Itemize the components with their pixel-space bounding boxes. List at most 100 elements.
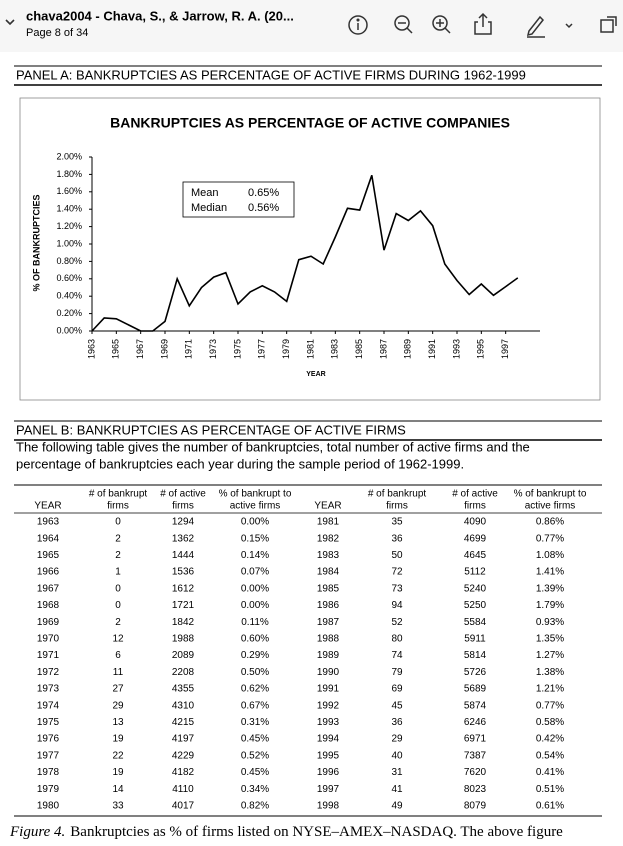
table-header: firms [107, 501, 129, 512]
table-cell: 5689 [464, 684, 487, 695]
window-button[interactable] [600, 16, 617, 33]
x-tick-label: 1983 [330, 339, 340, 359]
panel-b-description: The following table gives the number of … [16, 439, 530, 454]
table-cell: 1.41% [536, 567, 564, 578]
table-cell: 0.34% [241, 784, 269, 795]
table-cell: 1.39% [536, 583, 564, 594]
table-cell: 14 [112, 784, 124, 795]
table-cell: 1990 [317, 667, 340, 678]
table-cell: 1.08% [536, 550, 564, 561]
panel-a-title: PANEL A: BANKRUPTCIES AS PERCENTAGE OF A… [16, 67, 526, 82]
table-cell: 8023 [464, 784, 487, 795]
table-cell: 1842 [172, 617, 195, 628]
info-button[interactable] [348, 15, 368, 35]
zoom-out-button[interactable] [394, 15, 413, 34]
table-cell: 0.45% [241, 734, 269, 745]
table-cell: 1989 [317, 650, 340, 661]
table-header: # of bankrupt [368, 489, 427, 500]
mean-label: Mean [191, 187, 219, 199]
table-cell: 72 [391, 567, 403, 578]
table-cell: 2208 [172, 667, 195, 678]
y-tick-label: 1.00% [56, 238, 82, 248]
x-tick-label: 1981 [305, 339, 315, 359]
table-cell: 1965 [37, 550, 60, 561]
table-cell: 0 [115, 517, 121, 528]
table-cell: 6246 [464, 717, 487, 728]
table-cell: 5584 [464, 617, 487, 628]
table-cell: 5240 [464, 583, 487, 594]
panel-b-description: percentage of bankruptcies each year dur… [16, 456, 464, 471]
y-tick-label: 0.80% [56, 256, 82, 266]
table-cell: 49 [391, 801, 403, 812]
table-header: firms [386, 501, 408, 512]
table-cell: 31 [391, 767, 403, 778]
table-cell: 1362 [172, 533, 195, 544]
table-cell: 2 [115, 617, 121, 628]
table-cell: 5250 [464, 600, 487, 611]
y-tick-label: 0.40% [56, 291, 82, 301]
table-cell: 1971 [37, 650, 60, 661]
table-cell: 4110 [172, 784, 194, 795]
table-header: firms [172, 501, 194, 512]
table-cell: 1964 [37, 533, 60, 544]
table-cell: 1444 [172, 550, 195, 561]
table-cell: 1967 [37, 583, 60, 594]
table-cell: 6 [115, 650, 121, 661]
table-cell: 0 [115, 583, 121, 594]
table-cell: 4310 [172, 700, 195, 711]
table-cell: 7387 [464, 750, 487, 761]
chart-title: BANKRUPTCIES AS PERCENTAGE OF ACTIVE COM… [110, 115, 510, 131]
table-cell: 5814 [464, 650, 487, 661]
y-tick-label: 1.80% [56, 169, 82, 179]
table-cell: 1612 [172, 583, 195, 594]
table-header: # of active [160, 489, 206, 500]
caption-text: Bankruptcies as % of firms listed on NYS… [70, 824, 563, 840]
table-cell: 1966 [37, 567, 60, 578]
x-tick-label: 1997 [500, 339, 510, 359]
table-cell: 1536 [172, 567, 195, 578]
table-cell: 1294 [172, 517, 195, 528]
table-header: active firms [230, 501, 281, 512]
table-cell: 4090 [464, 517, 487, 528]
table-header: % of bankrupt to [219, 489, 292, 500]
table-cell: 0.86% [536, 517, 564, 528]
share-button[interactable] [474, 12, 492, 35]
markup-menu[interactable] [565, 23, 573, 29]
table-cell: 0.11% [241, 617, 269, 628]
table-cell: 1970 [37, 634, 60, 645]
median-label: Median [191, 202, 227, 214]
table-cell: 1982 [317, 533, 340, 544]
table-cell: 40 [391, 750, 403, 761]
table-cell: 19 [112, 734, 124, 745]
table-header: % of bankrupt to [514, 489, 587, 500]
table-cell: 73 [391, 583, 403, 594]
table-cell: 4215 [172, 717, 195, 728]
table-cell: 33 [112, 801, 124, 812]
x-tick-label: 1971 [184, 339, 194, 359]
table-cell: 12 [112, 634, 124, 645]
y-tick-label: 1.20% [56, 221, 82, 231]
table-cell: 0.61% [536, 801, 564, 812]
sidebar-toggle[interactable] [5, 19, 15, 26]
table-cell: 5112 [464, 567, 486, 578]
table-cell: 4197 [172, 734, 195, 745]
table-cell: 2089 [172, 650, 195, 661]
table-cell: 4355 [172, 684, 195, 695]
table-cell: 1.79% [536, 600, 564, 611]
table-cell: 36 [391, 533, 403, 544]
zoom-in-button[interactable] [432, 15, 451, 34]
table-header: firms [464, 501, 486, 512]
table-cell: 74 [391, 650, 403, 661]
table-cell: 1.27% [536, 650, 564, 661]
median-value: 0.56% [248, 202, 279, 214]
table-cell: 1980 [37, 801, 60, 812]
x-axis-label: YEAR [306, 371, 325, 378]
table-cell: 0.14% [241, 550, 269, 561]
table-cell: 1997 [317, 784, 340, 795]
table-cell: 1984 [317, 567, 340, 578]
table-cell: 0.07% [241, 567, 269, 578]
table-cell: 1986 [317, 600, 340, 611]
markup-button[interactable] [526, 15, 545, 38]
